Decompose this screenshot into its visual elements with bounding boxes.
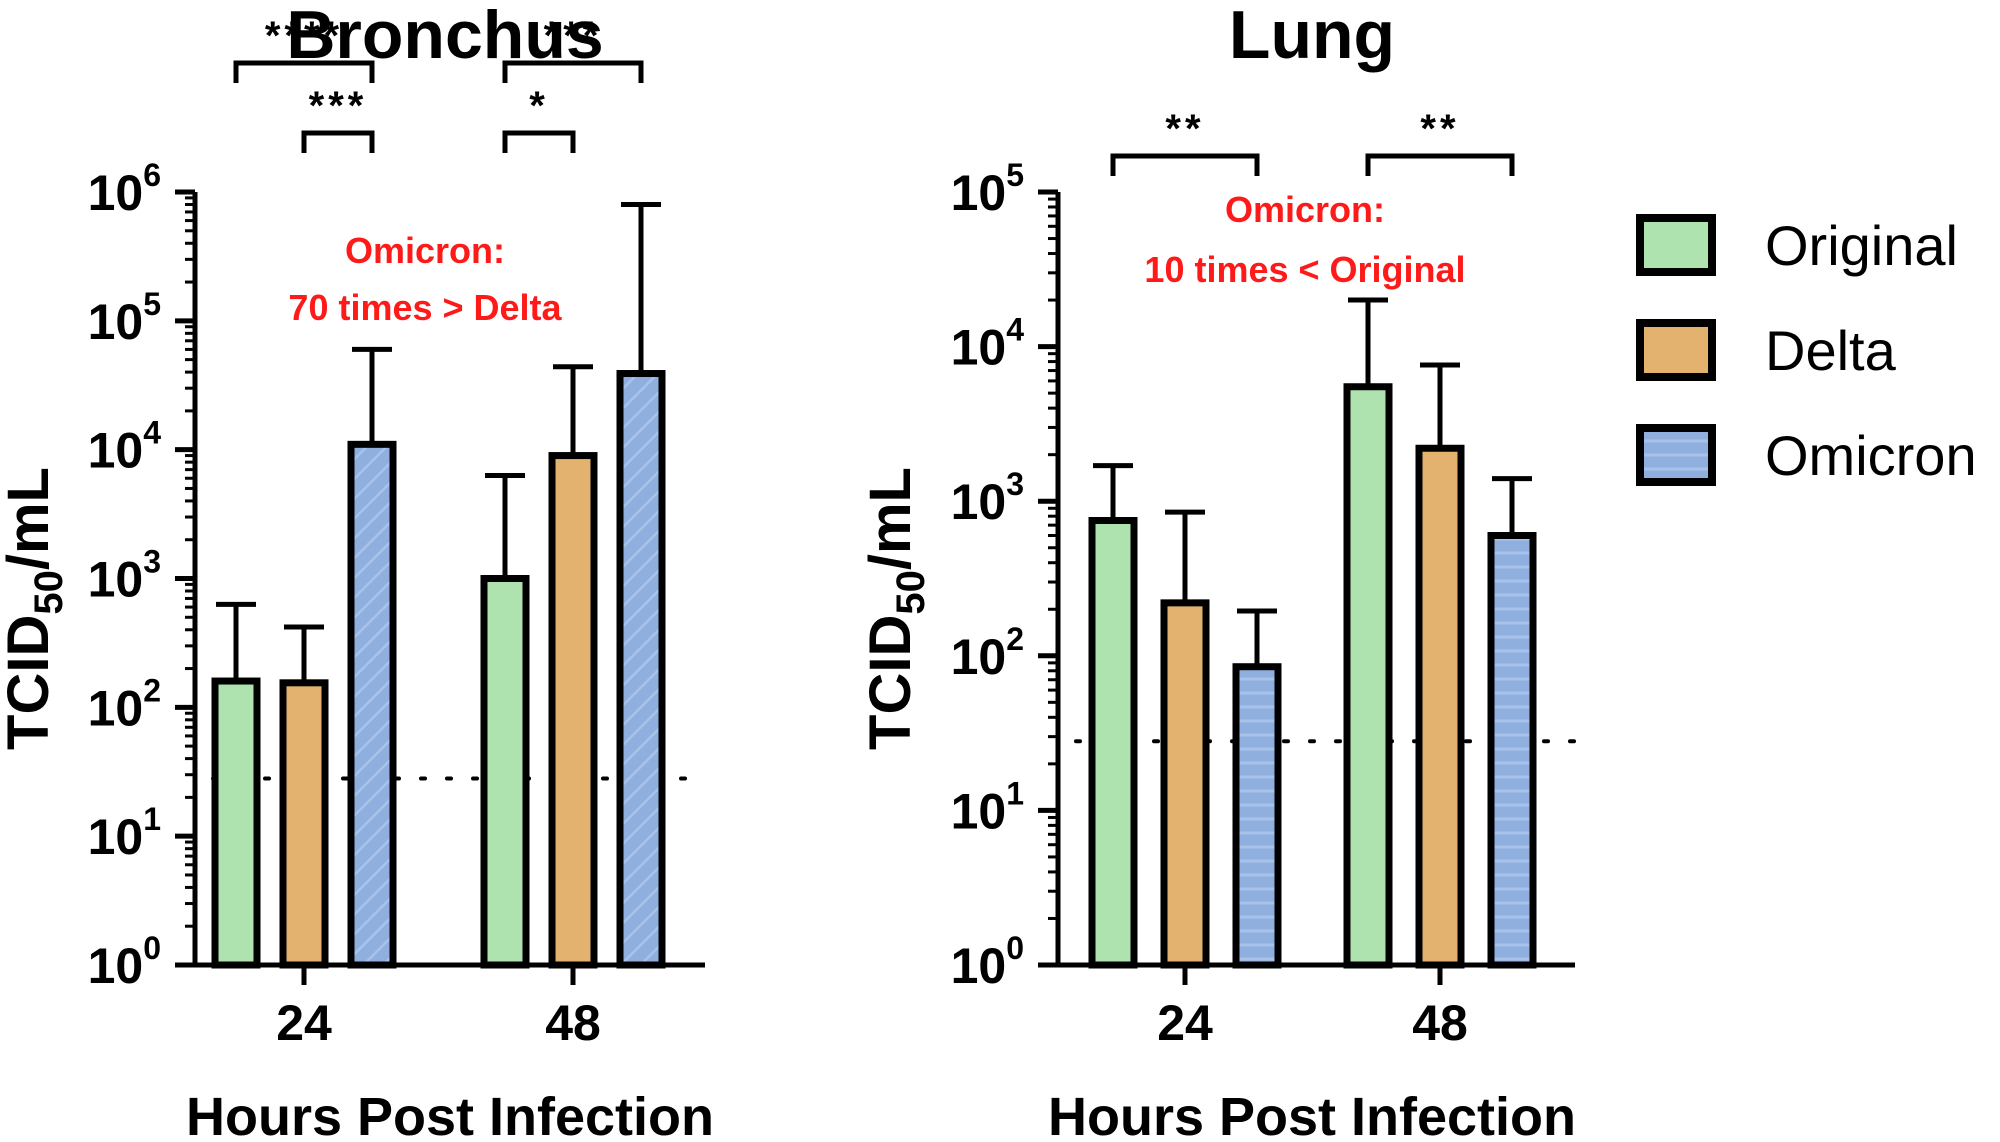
legend-label-omicron: Omicron (1765, 424, 1977, 487)
significance-bracket (1110, 153, 1260, 176)
y-axis-label-main: TCID (858, 615, 923, 750)
y-tick-base: 10 (951, 320, 1007, 376)
y-tick-exponent: 2 (143, 672, 161, 708)
y-tick-label: 102 (88, 672, 161, 736)
y-axis-label: TCID50/mL (858, 467, 933, 750)
y-tick-base: 10 (951, 165, 1007, 221)
y-tick-label: 101 (88, 801, 161, 865)
bar-original-48 (1343, 383, 1393, 969)
bar-original-24 (1088, 517, 1138, 969)
bar-delta-48 (548, 452, 598, 969)
y-tick-label: 101 (951, 775, 1024, 839)
y-tick-label: 102 (951, 621, 1024, 685)
y-tick-label: 100 (951, 930, 1024, 994)
y-tick-exponent: 0 (143, 930, 161, 966)
y-tick-exponent: 4 (1006, 312, 1024, 348)
significance-label: ** (1420, 107, 1459, 151)
y-axis-label-unit: /mL (858, 467, 923, 570)
y-tick-exponent: 1 (1006, 775, 1024, 811)
y-tick-label: 105 (951, 157, 1024, 221)
y-tick-exponent: 2 (1006, 621, 1024, 657)
significance-bracket (233, 60, 375, 83)
bar-delta-24 (1160, 599, 1210, 969)
y-tick-exponent: 3 (1006, 466, 1024, 502)
annotation-text: Omicron: (345, 230, 505, 271)
legend-swatch-original (1636, 214, 1716, 276)
y-tick-base: 10 (88, 938, 144, 994)
y-axis-label-main: TCID (0, 615, 61, 750)
bar-omicron-48 (616, 370, 666, 969)
y-tick-base: 10 (88, 680, 144, 736)
bar-original-48 (480, 575, 530, 969)
annotation-text: Omicron: (1225, 189, 1385, 230)
annotation-text: 70 times > Delta (288, 287, 562, 328)
y-tick-base: 10 (88, 809, 144, 865)
x-tick-label: 24 (276, 995, 332, 1051)
chart-title: Lung (1229, 0, 1395, 73)
y-tick-exponent: 5 (143, 286, 161, 322)
significance-label: **** (265, 14, 343, 58)
significance-bracket (502, 130, 576, 153)
y-tick-exponent: 4 (143, 415, 161, 451)
y-tick-label: 105 (88, 286, 161, 350)
bar-original-24 (211, 677, 261, 969)
y-tick-label: 103 (951, 466, 1024, 530)
x-tick-label: 48 (545, 995, 601, 1051)
y-axis-label-subscript: 50 (27, 570, 71, 615)
y-tick-label: 104 (951, 312, 1025, 376)
y-tick-exponent: 6 (143, 157, 161, 193)
bar-omicron-24 (1232, 663, 1282, 969)
bar-omicron-48 (1487, 531, 1537, 969)
y-tick-base: 10 (951, 938, 1007, 994)
y-tick-base: 10 (951, 474, 1007, 530)
y-tick-base: 10 (951, 629, 1007, 685)
x-axis-label: Hours Post Infection (1048, 1087, 1576, 1142)
bar-omicron-24 (347, 440, 397, 969)
x-tick-label: 48 (1412, 995, 1468, 1051)
y-tick-base: 10 (951, 783, 1007, 839)
y-tick-base: 10 (88, 423, 144, 479)
y-tick-base: 10 (88, 552, 144, 608)
y-axis-label: TCID50/mL (0, 467, 71, 750)
significance-bracket (301, 130, 375, 153)
significance-label: ** (1165, 107, 1204, 151)
legend-label-original: Original (1765, 214, 1958, 277)
panel-bronchus: BronchusTCID50/mL10010110210310410510624… (0, 0, 714, 1142)
x-tick-label: 24 (1157, 995, 1213, 1051)
significance-label: * (529, 84, 549, 128)
significance-label: *** (309, 84, 368, 128)
y-tick-label: 103 (88, 544, 161, 608)
legend: Original Delta Omicron (1636, 214, 1977, 487)
legend-swatch-delta (1636, 319, 1716, 381)
y-tick-label: 100 (88, 930, 161, 994)
significance-bracket (1365, 153, 1515, 176)
y-axis-label-subscript: 50 (889, 570, 933, 615)
y-axis-label-unit: /mL (0, 467, 61, 570)
legend-label-delta: Delta (1765, 319, 1897, 382)
y-tick-label: 104 (88, 415, 162, 479)
y-tick-exponent: 0 (1006, 930, 1024, 966)
bar-delta-48 (1415, 444, 1465, 969)
y-tick-exponent: 3 (143, 544, 161, 580)
legend-swatch-omicron (1636, 424, 1716, 486)
y-tick-exponent: 5 (1006, 157, 1024, 193)
y-tick-exponent: 1 (143, 801, 161, 837)
annotation-text: 10 times < Original (1144, 249, 1465, 290)
bar-delta-24 (279, 679, 329, 969)
significance-bracket (502, 60, 644, 83)
y-tick-base: 10 (88, 294, 144, 350)
significance-label: *** (544, 14, 603, 58)
x-axis-label: Hours Post Infection (186, 1087, 714, 1142)
y-tick-label: 106 (88, 157, 161, 221)
y-tick-base: 10 (88, 165, 144, 221)
